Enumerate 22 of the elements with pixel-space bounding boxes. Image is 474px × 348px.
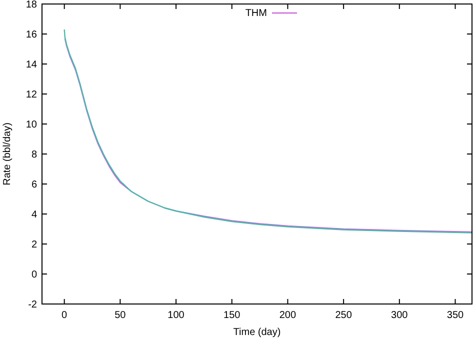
x-tick-label: 300 <box>391 310 408 321</box>
y-tick-label: 6 <box>31 180 38 190</box>
x-axis-title: Time (day) <box>233 327 281 338</box>
x-tick-label: 100 <box>168 310 185 321</box>
y-tick-label: 4 <box>31 210 38 220</box>
x-tick-label: 50 <box>114 310 126 321</box>
y-tick-label: 0 <box>31 270 38 280</box>
y-tick-label: 10 <box>26 120 38 130</box>
x-tick-label: 200 <box>279 310 296 321</box>
x-tick-label: 350 <box>446 310 464 321</box>
x-tick-label: 250 <box>335 310 352 321</box>
y-tick-label: 2 <box>31 240 38 250</box>
y-tick-label: 16 <box>26 30 38 40</box>
y-tick-label: -2 <box>28 300 38 310</box>
y-tick-label: 14 <box>26 60 38 70</box>
y-tick-label: 12 <box>26 90 38 100</box>
x-tick-label: 0 <box>62 310 68 321</box>
x-tick-label: 150 <box>224 310 241 321</box>
text: THM <box>245 8 267 19</box>
y-axis-title: Rate (bbl/day) <box>2 122 13 186</box>
y-tick-label: 18 <box>26 0 38 10</box>
y-tick-label: 8 <box>31 150 38 160</box>
